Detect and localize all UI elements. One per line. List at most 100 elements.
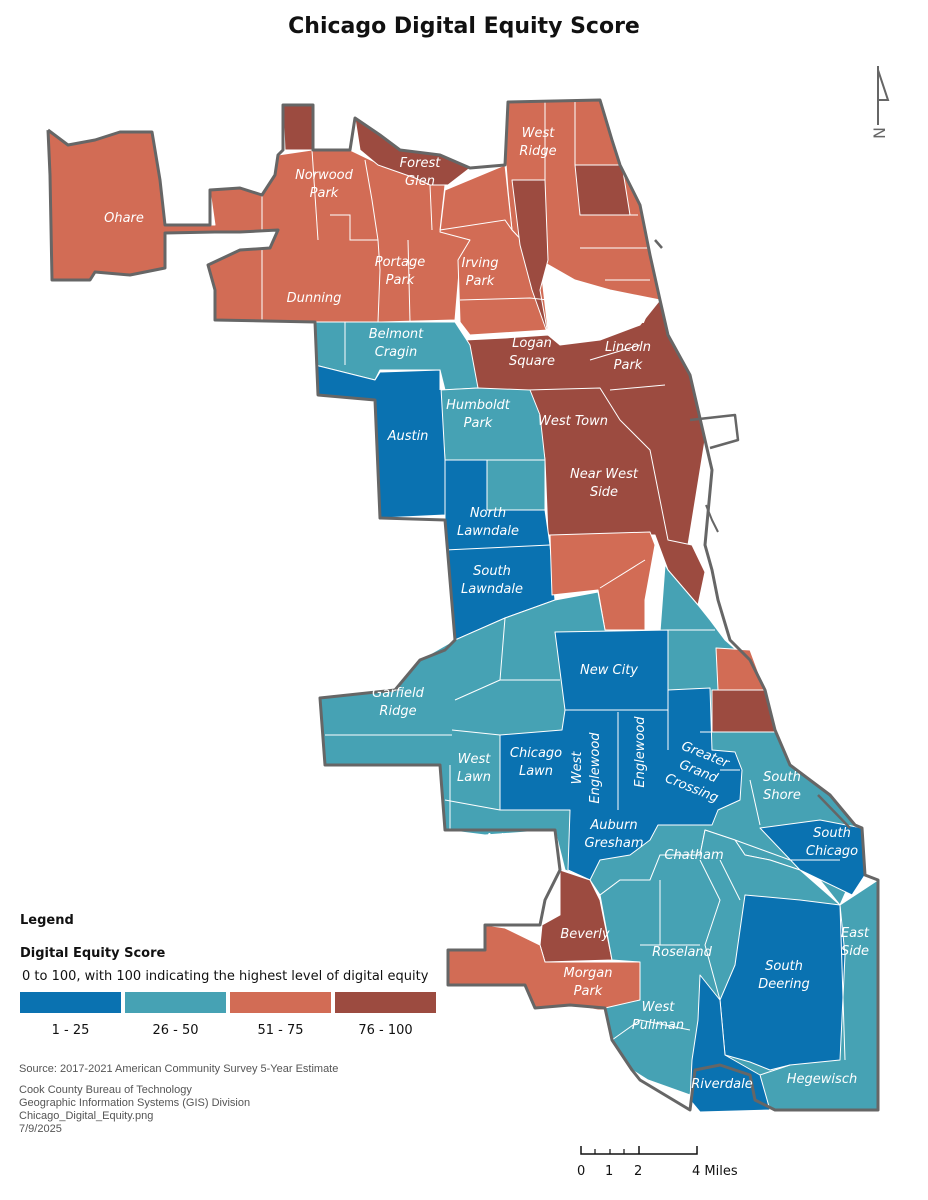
area-label-west-ridge: West Ridge xyxy=(519,126,556,159)
area-label-line: Square xyxy=(509,354,555,369)
area-label-line: North xyxy=(470,506,506,521)
area-label-line: Auburn xyxy=(589,818,637,833)
area-label-line: Beverly xyxy=(560,927,610,942)
area-label-ohare: Ohare xyxy=(104,211,144,226)
area-label-line: Park xyxy=(464,416,493,431)
legend-swatch-label: 1 - 25 xyxy=(51,1023,90,1038)
area-label-norwood-park: Norwood Park xyxy=(295,168,354,201)
area-label-line: Lake View xyxy=(581,312,647,327)
area-label-line: Englewood xyxy=(633,716,648,788)
area-label-line: Gresham xyxy=(584,836,643,851)
area-label-line: Park xyxy=(386,273,415,288)
area-label-chatham: Chatham xyxy=(664,848,723,863)
area-label-line: West xyxy=(522,126,556,141)
area-label-line: Near West xyxy=(570,467,639,482)
credits: Cook County Bureau of Technology Geograp… xyxy=(19,1084,250,1136)
area-label-line: Shore xyxy=(763,788,801,803)
area-label-line: Lawn xyxy=(519,764,553,779)
scale-label: 2 xyxy=(634,1164,643,1179)
region-west-town[interactable] xyxy=(527,387,706,606)
scale-label: 0 xyxy=(577,1164,586,1179)
credit-line: Geographic Information Systems (GIS) Div… xyxy=(19,1097,251,1109)
area-label-line: Side xyxy=(841,944,869,959)
area-label-dunning: Dunning xyxy=(287,291,342,306)
area-label-garfield-ridge: Garfield Ridge xyxy=(372,686,424,719)
area-label-line: Lawndale xyxy=(461,582,523,597)
area-label-line: South xyxy=(763,770,801,785)
legend-swatch xyxy=(20,992,121,1013)
area-label-line: Deering xyxy=(758,977,809,992)
area-label-line: Pullman xyxy=(632,1018,684,1033)
legend-swatch-labels: 1 - 25 26 - 50 51 - 75 76 - 100 xyxy=(20,1023,450,1038)
region-lake-view[interactable] xyxy=(574,164,631,216)
area-label-line: Portage xyxy=(375,255,425,270)
area-label-line: Ridge xyxy=(519,144,556,159)
area-label-south-chicago: South Chicago xyxy=(806,826,858,859)
region-kenwood[interactable] xyxy=(715,647,766,691)
region-new-city[interactable] xyxy=(499,629,743,881)
area-label-line: Park xyxy=(614,358,643,373)
legend-swatches xyxy=(20,992,450,1013)
region-south-deering[interactable] xyxy=(719,894,846,1071)
area-label-line: Lincoln xyxy=(605,340,651,355)
area-label-near-west-side: Near West Side xyxy=(570,467,639,500)
area-label-irving-park: Irving Park xyxy=(462,256,499,289)
area-label-auburn-gresham: Auburn Gresham xyxy=(584,818,643,851)
region-forest-glen[interactable] xyxy=(282,104,314,151)
region-irving-park[interactable] xyxy=(439,164,549,336)
area-label-line: Garfield xyxy=(372,686,424,701)
area-label-line: Side xyxy=(590,485,618,500)
area-label-line: South xyxy=(765,959,803,974)
legend-swatch-label: 51 - 75 xyxy=(257,1023,304,1038)
area-label-south-deering: South Deering xyxy=(758,959,809,992)
area-label-line: West xyxy=(570,751,585,785)
area-label-south-shore: South Shore xyxy=(763,770,801,803)
area-label-line: Belmont xyxy=(369,327,424,342)
area-label-line: Chicago xyxy=(806,844,858,859)
area-label-hegewisch: Hegewisch xyxy=(787,1072,857,1087)
area-label-line: Glen xyxy=(405,174,435,189)
area-label-line: South xyxy=(473,564,511,579)
scale-bar: 0 1 2 4 Miles xyxy=(560,1140,760,1190)
legend-description: 0 to 100, with 100 indicating the highes… xyxy=(22,969,429,984)
area-label-forest-glen: Forest Glen xyxy=(400,156,442,189)
area-label-south-lawndale: South Lawndale xyxy=(461,564,523,597)
area-label-line: Chicago xyxy=(510,746,562,761)
legend-swatch-label: 76 - 100 xyxy=(358,1023,413,1038)
area-label-new-city: New City xyxy=(580,663,638,678)
area-label-line: Park xyxy=(574,984,603,999)
legend-subheading: Digital Equity Score xyxy=(20,946,166,961)
area-label-north-lawndale: North Lawndale xyxy=(457,506,519,539)
area-label-line: Ridge xyxy=(379,704,416,719)
area-label-west-pullman: West Pullman xyxy=(632,1000,684,1033)
scale-label: 4 Miles xyxy=(692,1164,738,1179)
map-title: Chicago Digital Equity Score xyxy=(288,14,640,39)
area-label-belmont-cragin: Belmont Cragin xyxy=(369,327,424,360)
area-label-line: Morgan xyxy=(564,966,613,981)
area-label-line: South xyxy=(813,826,851,841)
legend-swatch xyxy=(230,992,331,1013)
scale-label: 1 xyxy=(605,1164,614,1179)
area-label-line: Chatham xyxy=(664,848,723,863)
area-label-logan-square: Logan Square xyxy=(509,336,555,369)
area-label-line: Englewood xyxy=(588,732,603,804)
north-arrow-icon: N xyxy=(870,66,890,139)
area-label-line: Park xyxy=(466,274,495,289)
area-label-line: West xyxy=(458,752,492,767)
area-label-ashburn: Ashburn xyxy=(483,832,538,847)
area-label-line: Humboldt xyxy=(446,398,511,413)
area-label-lincoln-park: Lincoln Park xyxy=(605,340,651,373)
area-label-morgan-park: Morgan Park xyxy=(564,966,613,999)
legend-heading: Legend xyxy=(20,913,74,928)
credit-line: Cook County Bureau of Technology xyxy=(19,1084,192,1096)
area-label-riverdale: Riverdale xyxy=(691,1077,753,1092)
area-label-line: Dunning xyxy=(287,291,342,306)
data-source: Source: 2017-2021 American Community Sur… xyxy=(19,1063,339,1075)
credit-line: Chicago_Digital_Equity.png xyxy=(19,1110,154,1122)
area-label-east-side: East Side xyxy=(841,926,870,959)
area-label-line: Lawndale xyxy=(457,524,519,539)
legend-swatch xyxy=(335,992,436,1013)
area-label-west-englewood: West Englewood xyxy=(570,732,603,804)
area-label-austin: Austin xyxy=(387,429,429,444)
